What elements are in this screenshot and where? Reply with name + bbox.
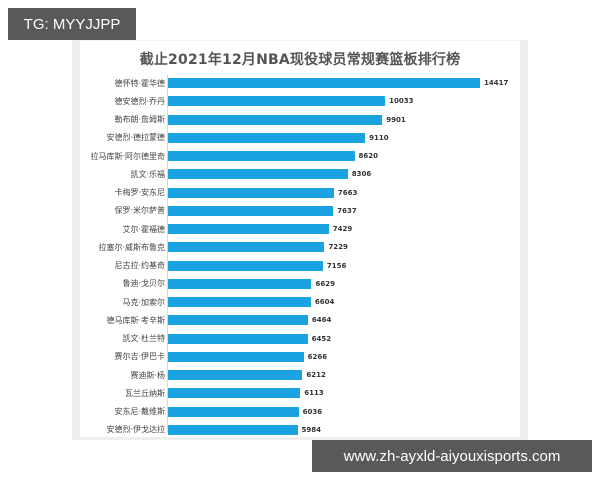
value-label: 6452 [311, 334, 332, 343]
value-label: 8620 [358, 152, 379, 161]
value-label: 14417 [484, 79, 509, 88]
value-label: 7156 [326, 261, 347, 270]
value-label: 7429 [332, 225, 353, 234]
bar [168, 205, 334, 216]
category-label: 保罗·米尔萨普 [114, 206, 165, 216]
bar [168, 224, 329, 234]
bar [168, 297, 311, 307]
category-label: 安德烈·德拉蒙德 [106, 133, 165, 143]
bar [168, 242, 325, 253]
bar [168, 424, 298, 435]
bar [168, 260, 323, 271]
bar [168, 187, 334, 198]
value-label: 9901 [386, 115, 406, 124]
bar-row: 勒布朗·詹姆斯 9901 [80, 111, 520, 129]
bar-row: 赛尔吉·伊巴卡 6266 [80, 348, 520, 366]
bar [168, 132, 366, 143]
bar-row: 卡梅罗·安东尼 7663 [80, 184, 520, 202]
bar [168, 96, 386, 107]
bar [168, 406, 299, 417]
value-label: 6212 [306, 371, 326, 380]
bar-row: 安德烈·伊戈达拉 5984 [80, 421, 520, 439]
value-label: 7637 [337, 206, 357, 215]
value-label: 7663 [337, 188, 358, 197]
bar [168, 333, 308, 344]
value-label: 7229 [328, 243, 348, 252]
value-label: 6629 [315, 279, 335, 288]
category-label: 安东尼·戴维斯 [114, 407, 165, 417]
watermark-top: TG: MYYJJPP [8, 8, 136, 40]
bar [168, 78, 480, 88]
category-label: 德安德烈·乔丹 [114, 96, 165, 106]
category-label: 艾尔·霍福德 [122, 224, 165, 234]
bar-row: 艾尔·霍福德 7429 [80, 220, 520, 238]
value-label: 6266 [307, 352, 328, 361]
category-label: 赛迪斯·杨 [130, 370, 165, 380]
category-label: 凯文·杜兰特 [122, 334, 165, 344]
bar-row: 拉塞尔·威斯布鲁克 7229 [80, 238, 520, 256]
category-label: 凯文·乐福 [130, 169, 165, 179]
category-label: 安德烈·伊戈达拉 [106, 425, 165, 435]
bar [168, 114, 383, 125]
category-label: 拉塞尔·威斯布鲁克 [98, 242, 165, 252]
value-label: 8306 [351, 170, 372, 179]
category-label: 尼古拉·约基奇 [114, 261, 165, 271]
category-label: 马克·加索尔 [122, 297, 165, 307]
bar-row: 马克·加索尔 6604 [80, 293, 520, 311]
bar-row: 瓦兰丘纳斯 6113 [80, 384, 520, 402]
bar-row: 凯文·杜兰特 6452 [80, 330, 520, 348]
bar [168, 151, 355, 161]
category-label: 德怀特·霍华德 [114, 78, 165, 88]
value-label: 6113 [304, 389, 324, 398]
chart-card: 截止2021年12月NBA现役球员常规赛篮板排行榜 德怀特·霍华德 14417 德安… [80, 40, 520, 437]
bar [168, 315, 308, 326]
chart-title: 截止2021年12月NBA现役球员常规赛篮板排行榜 [139, 52, 461, 68]
bar-row: 德安德烈·乔丹 10033 [80, 92, 520, 110]
category-label: 瓦兰丘纳斯 [125, 388, 165, 398]
category-label: 勒布朗·詹姆斯 [114, 115, 165, 125]
bar-row: 尼古拉·约基奇 7156 [80, 257, 520, 275]
bar-row: 拉马库斯·阿尔德里奇 8620 [80, 147, 520, 165]
value-label: 6604 [314, 298, 335, 307]
value-label: 9110 [369, 133, 389, 142]
bar-row: 凯文·乐福 8306 [80, 165, 520, 183]
bar-row: 德马库斯·考辛斯 6464 [80, 311, 520, 329]
category-label: 赛尔吉·伊巴卡 [114, 352, 165, 362]
bar [168, 370, 303, 380]
category-label: 德马库斯·考辛斯 [106, 315, 165, 325]
value-label: 6464 [311, 316, 332, 325]
bar-row: 鲁迪·戈贝尔 6629 [80, 275, 520, 293]
bar-row: 保罗·米尔萨普 7637 [80, 202, 520, 220]
category-label: 卡梅罗·安东尼 [114, 188, 165, 198]
y-axis-line [167, 75, 168, 432]
bar-row: 德怀特·霍华德 14417 [80, 74, 520, 92]
bar-row: 安东尼·戴维斯 6036 [80, 403, 520, 421]
bar [168, 388, 301, 399]
value-label: 5984 [301, 425, 321, 434]
bar [168, 169, 348, 180]
watermark-bottom: www.zh-ayxld-aiyouxisports.com [312, 440, 592, 472]
value-label: 10033 [389, 97, 414, 106]
bar [168, 351, 304, 362]
category-label: 鲁迪·戈贝尔 [122, 279, 165, 289]
bar [168, 278, 312, 289]
bar-row: 赛迪斯·杨 6212 [80, 366, 520, 384]
category-label: 拉马库斯·阿尔德里奇 [90, 151, 165, 161]
value-label: 6036 [302, 407, 323, 416]
bar-row: 安德烈·德拉蒙德 9110 [80, 129, 520, 147]
